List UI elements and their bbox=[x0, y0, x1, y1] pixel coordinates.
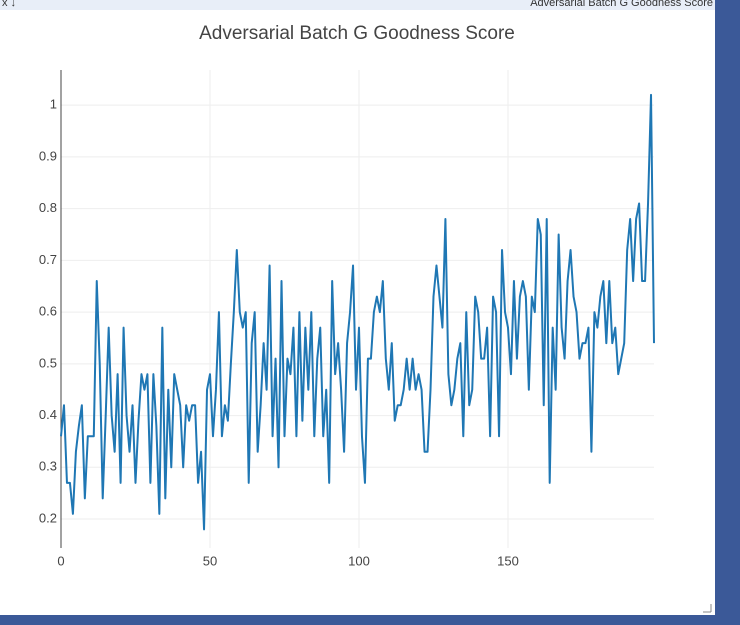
tab-title[interactable]: Adversarial Batch G Goodness Score bbox=[530, 0, 713, 9]
x-tick-label: 0 bbox=[57, 553, 64, 568]
y-tick-label: 0.3 bbox=[39, 459, 57, 474]
data-line bbox=[60, 93, 655, 531]
window: x ↓ Adversarial Batch G Goodness Score A… bbox=[0, 0, 715, 615]
y-tick-label: 0.7 bbox=[39, 252, 57, 267]
y-tick-label: 0.4 bbox=[39, 407, 57, 422]
x-tick-label: 150 bbox=[497, 553, 519, 568]
y-tick-label: 0.9 bbox=[39, 148, 57, 163]
x-tick-label: 100 bbox=[348, 553, 370, 568]
resize-grip[interactable] bbox=[703, 604, 712, 613]
window-bar: x ↓ Adversarial Batch G Goodness Score bbox=[0, 0, 715, 10]
y-tick-label: 0.2 bbox=[39, 510, 57, 525]
window-controls[interactable]: x ↓ bbox=[2, 0, 17, 9]
y-tick-label: 0.5 bbox=[39, 355, 57, 370]
x-tick-label: 50 bbox=[203, 553, 217, 568]
y-tick-label: 0.6 bbox=[39, 304, 57, 319]
chart-title: Adversarial Batch G Goodness Score bbox=[199, 23, 515, 44]
y-tick-label: 1 bbox=[50, 97, 57, 112]
y-tick-label: 0.8 bbox=[39, 200, 57, 215]
chart: Adversarial Batch G Goodness Score 0.2 0.… bbox=[39, 23, 712, 613]
